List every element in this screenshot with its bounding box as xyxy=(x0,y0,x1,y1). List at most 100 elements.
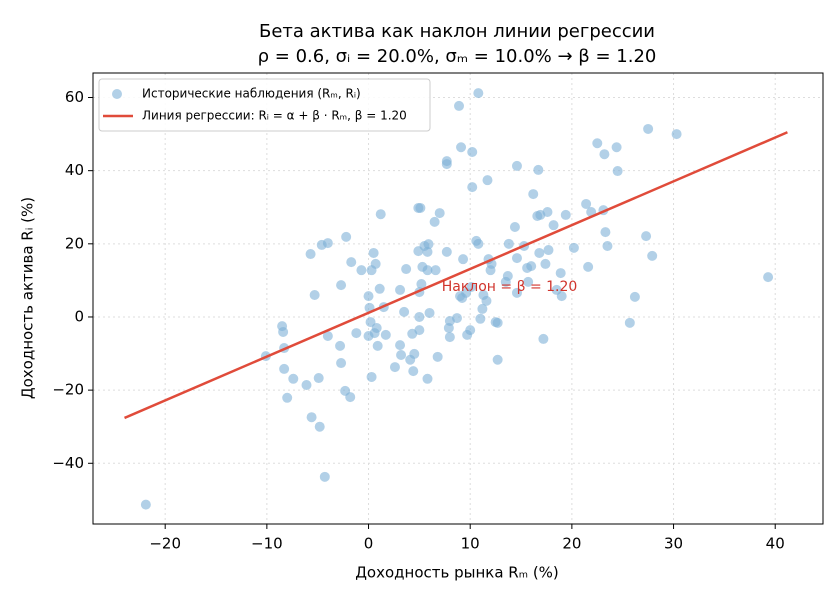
scatter-point xyxy=(301,380,312,391)
scatter-point xyxy=(415,202,426,213)
plot: Наклон = β = 1.20 xyxy=(124,88,788,510)
scatter-point xyxy=(424,307,435,318)
scatter-point xyxy=(396,350,407,361)
scatter-point xyxy=(389,362,400,373)
scatter-point xyxy=(345,392,356,403)
legend-marker xyxy=(112,89,122,99)
scatter-point xyxy=(408,366,419,377)
scatter-point xyxy=(429,216,440,227)
scatter-point xyxy=(568,242,579,253)
scatter-point xyxy=(380,329,391,340)
scatter-point xyxy=(395,284,406,295)
x-tick-label: 40 xyxy=(766,535,785,553)
scatter-point xyxy=(441,246,452,257)
scatter-point xyxy=(416,279,427,290)
scatter-point xyxy=(444,332,455,343)
scatter-point xyxy=(282,392,293,403)
y-axis-label: Доходность актива Rᵢ (%) xyxy=(19,197,37,399)
scatter-point xyxy=(434,208,445,219)
legend-box xyxy=(98,78,431,132)
x-axis-label: Доходность рынка Rₘ (%) xyxy=(355,564,559,582)
scatter-point xyxy=(313,373,324,384)
chart-title: Бета актива как наклон линии регрессии xyxy=(259,21,655,42)
scatter-point xyxy=(288,373,299,384)
scatter-point xyxy=(309,290,320,301)
scatter-point xyxy=(451,313,462,324)
plot-frame xyxy=(92,72,824,525)
scatter-point xyxy=(322,238,333,249)
scatter-point xyxy=(371,322,382,333)
scatter-point xyxy=(401,264,412,275)
scatter-point xyxy=(492,354,503,365)
scatter-point xyxy=(432,351,443,362)
scatter-point xyxy=(492,317,503,328)
scatter-point xyxy=(366,371,377,382)
legend: Исторические наблюдения (Rₘ, Rᵢ) Линия ре… xyxy=(98,78,431,132)
scatter-point xyxy=(370,258,381,269)
scatter-point xyxy=(602,241,613,252)
scatter-point xyxy=(485,265,496,276)
scatter-point xyxy=(356,265,367,276)
scatter-point xyxy=(612,166,623,177)
scatter-point xyxy=(454,100,465,111)
scatter-point xyxy=(511,253,522,264)
scatter-point xyxy=(456,142,467,153)
scatter-point xyxy=(374,283,385,294)
scatter-point xyxy=(511,287,522,298)
scatter-point xyxy=(365,317,376,328)
scatter-point xyxy=(629,291,640,302)
scatter-point xyxy=(279,363,290,374)
scatter-point xyxy=(372,340,383,351)
scatter-point xyxy=(548,220,559,231)
x-tick-label: 20 xyxy=(562,535,581,553)
scatter-point xyxy=(335,340,346,351)
x-tick-label: −20 xyxy=(149,535,181,553)
x-tick-label: 10 xyxy=(461,535,480,553)
scatter-point xyxy=(528,189,539,200)
annotation: Наклон = β = 1.20 xyxy=(442,279,578,295)
scatter-point xyxy=(140,499,151,510)
scatter-point xyxy=(482,175,493,186)
scatter-point xyxy=(346,257,357,268)
legend-label: Линия регрессии: Rᵢ = α + β · Rₘ, β = 1.… xyxy=(142,109,407,123)
scatter-point xyxy=(458,254,469,265)
scatter-point xyxy=(314,421,325,432)
scatter-point xyxy=(763,272,774,283)
scatter-point xyxy=(414,325,425,336)
scatter-point xyxy=(375,209,386,220)
scatter-point xyxy=(556,291,567,302)
x-tick-label: 30 xyxy=(664,535,683,553)
x-tick-label: −10 xyxy=(251,535,283,553)
scatter-point xyxy=(509,221,520,232)
scatter-point xyxy=(341,231,352,242)
scatter-point xyxy=(511,160,522,171)
scatter-point xyxy=(671,129,682,140)
scatter-point xyxy=(647,250,658,261)
scatter-point xyxy=(422,373,433,384)
scatter-point xyxy=(624,317,635,328)
scatter-point xyxy=(540,258,551,269)
y-tick-label: −20 xyxy=(52,381,84,399)
scatter-point xyxy=(319,471,330,482)
scatter-point xyxy=(599,149,610,160)
scatter-point xyxy=(538,333,549,344)
scatter-point xyxy=(306,412,317,423)
scatter-point xyxy=(542,206,553,217)
regression-line xyxy=(124,131,788,420)
scatter-point xyxy=(600,227,611,238)
scatter-point xyxy=(409,348,420,359)
y-tick-label: 20 xyxy=(65,234,84,252)
scatter-point xyxy=(477,303,488,314)
scatter-point xyxy=(336,280,347,291)
scatter-point xyxy=(467,147,478,158)
scatter-point xyxy=(368,247,379,258)
scatter-point xyxy=(592,138,603,149)
scatter-point xyxy=(543,245,554,256)
scatter-point xyxy=(481,295,492,306)
scatter-point xyxy=(465,325,476,336)
scatter-point xyxy=(336,358,347,369)
scatter-point xyxy=(560,209,571,220)
x-tick-label: 0 xyxy=(364,535,374,553)
scatter-point xyxy=(475,313,486,324)
